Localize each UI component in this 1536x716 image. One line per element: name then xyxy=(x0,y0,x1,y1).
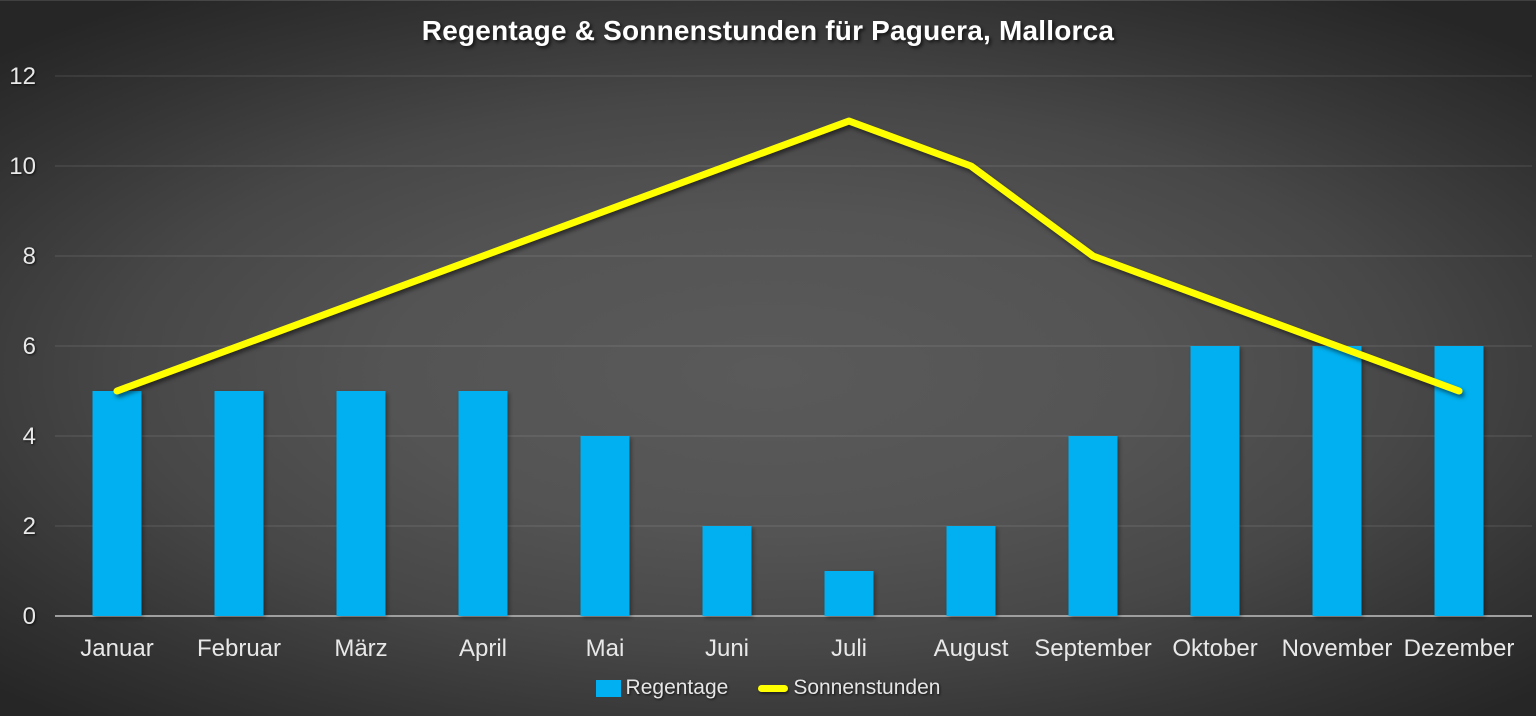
bar-series-regentage xyxy=(92,346,1484,616)
y-axis-label: 2 xyxy=(23,513,36,540)
bar-regentage-märz[interactable] xyxy=(336,391,386,616)
x-axis-label-mai: Mai xyxy=(586,635,625,662)
y-axis-label: 6 xyxy=(23,333,36,360)
x-axis-label-august: August xyxy=(934,635,1009,662)
legend-item-sonnenstunden[interactable]: Sonnenstunden xyxy=(758,676,940,700)
y-axis-label: 10 xyxy=(9,153,36,180)
x-axis-label-märz: März xyxy=(334,635,387,662)
gridlines: 0 2 4 6 8 10 12 xyxy=(9,63,1532,630)
x-axis-label-september: September xyxy=(1034,635,1151,662)
x-axis-label-oktober: Oktober xyxy=(1172,635,1257,662)
chart-title: Regentage & Sonnenstunden für Paguera, M… xyxy=(421,15,1115,46)
bar-regentage-september[interactable] xyxy=(1068,436,1118,616)
bar-regentage-februar[interactable] xyxy=(214,391,264,616)
bar-regentage-august[interactable] xyxy=(946,526,996,616)
x-axis-label-dezember: Dezember xyxy=(1404,635,1515,662)
x-axis-labels: Januar Februar März April Mai Juni Juli August S… xyxy=(80,635,1514,662)
x-axis-label-april: April xyxy=(459,635,507,662)
bar-regentage-november[interactable] xyxy=(1312,346,1362,616)
bar-regentage-oktober[interactable] xyxy=(1190,346,1240,616)
y-axis-label: 8 xyxy=(23,243,36,270)
x-axis-label-februar: Februar xyxy=(197,635,281,662)
x-axis-label-juni: Juni xyxy=(705,635,749,662)
line-sonnenstunden[interactable] xyxy=(113,117,1463,395)
y-axis-label: 0 xyxy=(23,603,36,630)
x-axis-label-januar: Januar xyxy=(80,635,153,662)
x-axis-label-november: November xyxy=(1282,635,1393,662)
legend-item-regentage[interactable]: Regentage xyxy=(595,676,729,700)
legend-marker-sonnenstunden-icon xyxy=(758,684,789,692)
bar-regentage-april[interactable] xyxy=(458,391,508,616)
bar-regentage-juli[interactable] xyxy=(824,571,874,616)
legend: Regentage Sonnenstunden xyxy=(0,671,1536,705)
x-axis-label-juli: Juli xyxy=(831,635,867,662)
legend-label-regentage: Regentage xyxy=(625,676,729,699)
bar-regentage-juni[interactable] xyxy=(702,526,752,616)
bar-regentage-mai[interactable] xyxy=(580,436,630,616)
legend-label-sonnenstunden: Sonnenstunden xyxy=(793,676,941,699)
y-axis-label: 12 xyxy=(9,63,36,90)
legend-swatch-regentage-icon xyxy=(595,679,621,697)
y-axis-label: 4 xyxy=(23,423,36,450)
bar-regentage-januar[interactable] xyxy=(92,391,142,616)
